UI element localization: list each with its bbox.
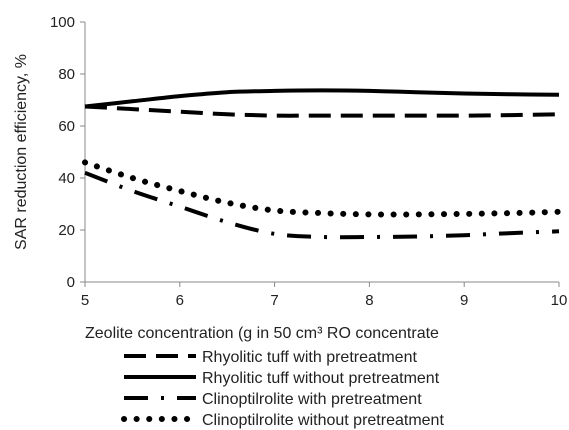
x-tick-label: 10 — [551, 292, 568, 309]
x-axis-label: Zeolite concentration (g in 50 cm³ RO co… — [85, 325, 439, 342]
plot-area — [82, 88, 562, 240]
y-tick-label: 100 — [50, 14, 75, 31]
x-tick-label: 5 — [81, 292, 89, 309]
x-tick-label: 7 — [270, 292, 278, 309]
y-tick-label: 20 — [58, 222, 75, 239]
x-tick-label: 6 — [176, 292, 184, 309]
x-ticks: 5 6 7 8 9 10 — [81, 282, 568, 309]
series-line-2 — [84, 88, 560, 109]
y-tick-label: 80 — [58, 66, 75, 83]
series-line-4 — [82, 159, 562, 218]
legend-label-3: Clinoptilrolite with pretreatment — [202, 391, 422, 408]
y-tick-label: 0 — [67, 274, 75, 291]
legend-label-2: Rhyolitic tuff without pretreatment — [202, 370, 440, 387]
y-ticks: 0 20 40 60 80 100 — [50, 14, 85, 291]
y-axis-label: SAR reduction efficiency, % — [13, 54, 30, 250]
x-tick-label: 9 — [460, 292, 468, 309]
series-line-1 — [84, 104, 560, 118]
axes — [84, 22, 559, 283]
legend-label-4: Clinoptilrolite without pretreatment — [202, 412, 444, 429]
y-tick-label: 40 — [58, 170, 75, 187]
legend: Rhyolitic tuff with pretreatment Rhyoliti… — [121, 349, 444, 429]
x-tick-label: 8 — [365, 292, 373, 309]
y-tick-label: 60 — [58, 118, 75, 135]
legend-label-1: Rhyolitic tuff with pretreatment — [202, 349, 417, 366]
